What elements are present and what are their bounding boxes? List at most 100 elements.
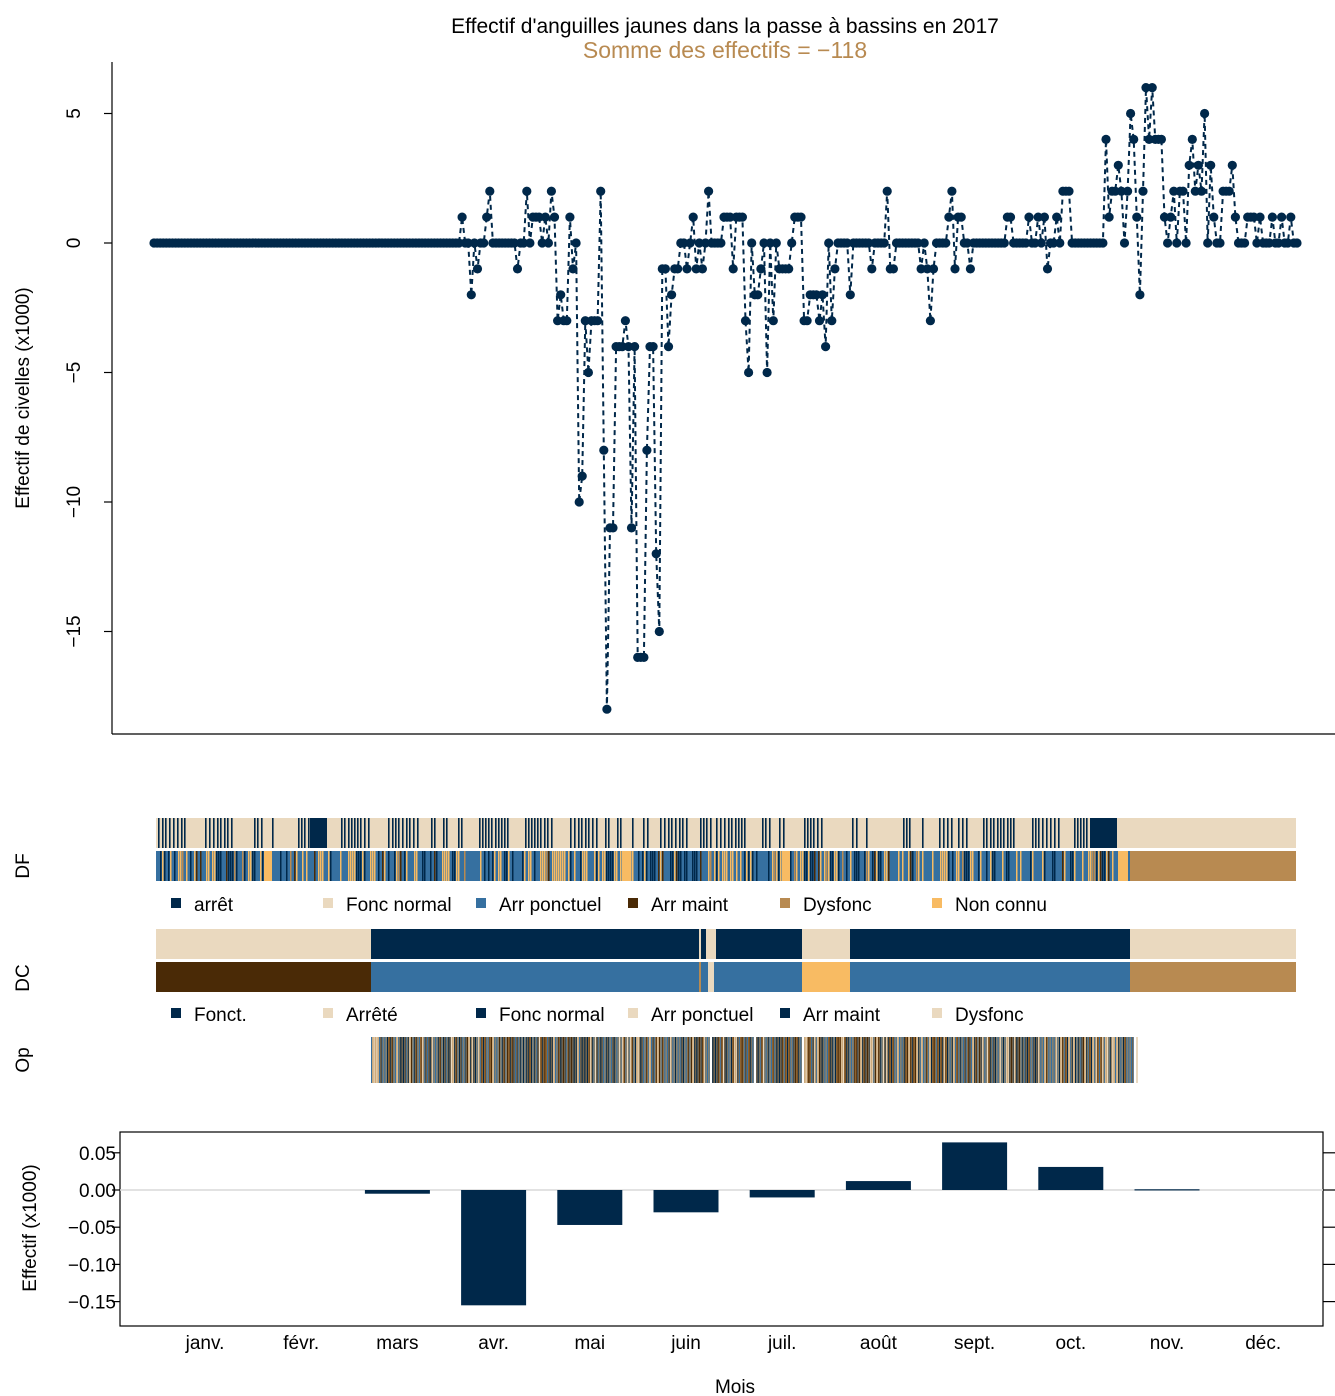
top-y-tick-label: −10 (64, 486, 85, 518)
op-stripe (809, 1037, 811, 1083)
data-point (1193, 160, 1203, 170)
df-detail-stripe (446, 851, 448, 881)
df-status-stripe (165, 818, 167, 848)
op-stripe (1095, 1037, 1097, 1083)
df-status-stripe (909, 818, 911, 848)
df-detail-stripe (1090, 851, 1092, 881)
df-detail-stripe (964, 851, 966, 881)
op-stripe (1035, 1037, 1036, 1083)
df-detail-stripe (654, 851, 656, 881)
df-status-stripe (544, 818, 546, 848)
df-detail-stripe (642, 851, 644, 881)
df-detail-stripe (262, 851, 264, 881)
df-detail-stripe (208, 851, 210, 881)
df-detail-stripe (330, 851, 332, 881)
op-stripe (1118, 1037, 1120, 1083)
df-legend: arrêt Fonc normal Arr ponctuel Arr maint Dys… (171, 895, 1047, 916)
op-stripe (991, 1037, 993, 1083)
op-stripe (649, 1037, 651, 1083)
data-point (1178, 186, 1188, 196)
data-point (543, 238, 554, 248)
df-detail-stripe (556, 851, 558, 881)
df-detail-stripe (554, 851, 556, 881)
op-stripe (1004, 1037, 1006, 1083)
df-detail-stripe (1002, 851, 1004, 881)
op-stripe (561, 1037, 563, 1083)
data-point (1126, 108, 1136, 119)
df-detail-stripe (990, 851, 992, 881)
op-stripe (875, 1037, 876, 1083)
data-point (1163, 238, 1173, 248)
df-detail-stripe (384, 851, 386, 881)
bar-x-labels: janv. févr. mars avr. mai juin juil. août sept. o… (185, 1333, 1282, 1354)
op-stripe (611, 1037, 612, 1083)
data-point (593, 316, 603, 326)
data-point (704, 186, 714, 196)
op-stripe (579, 1037, 580, 1083)
op-stripe (423, 1037, 425, 1083)
df-detail-stripe (638, 851, 640, 881)
op-stripe (748, 1037, 750, 1083)
df-detail-tail (1130, 851, 1296, 881)
df-detail-stripe (416, 851, 418, 881)
op-stripe (740, 1037, 742, 1083)
df-detail-stripe (804, 851, 806, 881)
op-stripe (510, 1037, 512, 1083)
df-status-stripe (592, 818, 594, 848)
data-point (688, 212, 698, 222)
df-detail-stripe (522, 851, 524, 881)
op-stripe (587, 1037, 588, 1083)
data-point (1156, 134, 1166, 144)
op-stripe (1001, 1037, 1003, 1083)
df-status-stripe (643, 818, 645, 848)
op-stripe (774, 1037, 776, 1083)
op-stripe (1033, 1037, 1035, 1083)
df-detail-stripe (796, 851, 798, 881)
df-detail-stripe (902, 851, 904, 881)
op-stripe (1127, 1037, 1129, 1083)
df-detail-stripe (254, 851, 256, 881)
top-y-tick-label: −5 (64, 362, 85, 384)
df-status-stripe (257, 818, 259, 848)
data-point (1230, 212, 1240, 222)
df-detail-stripe (488, 851, 490, 881)
op-stripe (387, 1037, 388, 1083)
op-stripe (918, 1037, 920, 1083)
df-status-stripe (1000, 818, 1002, 848)
df-detail-stripe (940, 851, 942, 881)
df-detail-stripe (436, 851, 438, 881)
op-panel-label: Op (13, 1047, 34, 1072)
op-stripe (604, 1037, 606, 1083)
op-stripe (393, 1037, 395, 1083)
op-stripe (660, 1037, 662, 1083)
df-detail-stripe (776, 851, 778, 881)
data-point (1255, 212, 1265, 222)
data-point (568, 264, 578, 274)
df-detail-stripe (724, 851, 726, 881)
df-status-stripe (398, 818, 400, 848)
df-detail-stripe (750, 851, 752, 881)
op-stripe (695, 1037, 697, 1083)
df-status-stripe (491, 818, 493, 848)
bar-y-ticks: 0.05 0.00 −0.05 −0.10 −0.15 (68, 1144, 120, 1314)
df-detail-stripe (838, 851, 840, 881)
op-stripe (676, 1037, 678, 1083)
data-point (485, 186, 495, 196)
bar-x-tick-label: mars (376, 1333, 418, 1354)
df-detail-stripe (442, 851, 444, 881)
op-stripe (420, 1037, 422, 1083)
op-stripe (609, 1037, 611, 1083)
op-stripe (599, 1037, 601, 1083)
df-status-stripe (997, 818, 999, 848)
op-stripe (1079, 1037, 1081, 1083)
op-stripe (471, 1037, 473, 1083)
op-stripe (820, 1037, 822, 1083)
df-detail-stripe (610, 851, 612, 881)
op-stripe (910, 1037, 912, 1083)
df-detail-stripe (632, 851, 634, 881)
op-stripe (731, 1037, 732, 1083)
df-detail-stripe (722, 851, 724, 881)
op-stripe (399, 1037, 401, 1083)
op-stripe (590, 1037, 592, 1083)
df-status-stripe (220, 818, 222, 848)
